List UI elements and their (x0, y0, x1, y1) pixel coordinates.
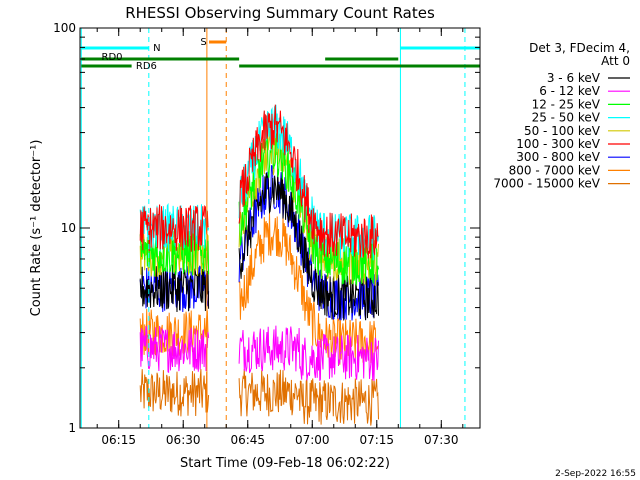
flag-label-rd0: RD0 (102, 52, 123, 63)
y-axis-label: Count Rate (s⁻¹ detector⁻¹) (29, 140, 44, 317)
legend-label: 50 - 100 keV (524, 124, 601, 138)
series-line (139, 168, 379, 321)
legend-label: 300 - 800 keV (516, 150, 600, 164)
x-tick-label: 07:00 (295, 433, 330, 447)
y-tick-label: 1 (68, 421, 76, 435)
series-line (139, 104, 379, 259)
y-axis: 1 10 100 (53, 21, 480, 435)
series-line (139, 368, 379, 426)
footer-date: 2-Sep-2022 16:55 (555, 469, 636, 479)
legend-label: 25 - 50 keV (532, 111, 601, 125)
legend-label: 7000 - 15000 keV (493, 177, 600, 191)
legend-label: 100 - 300 keV (516, 137, 600, 151)
flag-label-rd6: RD6 (136, 61, 157, 72)
x-tick-label: 06:15 (101, 433, 136, 447)
series-line (139, 325, 379, 382)
y-tick-label: 100 (53, 21, 76, 35)
legend-label: 800 - 7000 keV (509, 163, 601, 177)
legend-header-line-1: Det 3, FDecim 4, (529, 41, 630, 55)
y-tick-label: 10 (61, 221, 76, 235)
x-tick-label: 06:30 (166, 433, 201, 447)
legend-header-line-2: Att 0 (601, 54, 630, 68)
legend-label: 6 - 12 keV (539, 84, 601, 98)
plot-area: N S RD0 RD6 (80, 28, 480, 428)
legend-label: 12 - 25 keV (532, 97, 601, 111)
chart-title: RHESSI Observing Summary Count Rates (125, 4, 435, 22)
x-axis: 06:15 06:30 06:45 07:00 07:15 07:30 (96, 28, 464, 447)
legend-label: 3 - 6 keV (547, 71, 601, 85)
x-axis-label: Start Time (09-Feb-18 06:02:22) (180, 456, 390, 471)
x-tick-label: 07:15 (359, 433, 394, 447)
x-tick-label: 07:30 (424, 433, 459, 447)
flag-label-n: N (153, 43, 160, 54)
x-tick-label: 06:45 (230, 433, 265, 447)
flag-label-s: S (200, 37, 206, 48)
